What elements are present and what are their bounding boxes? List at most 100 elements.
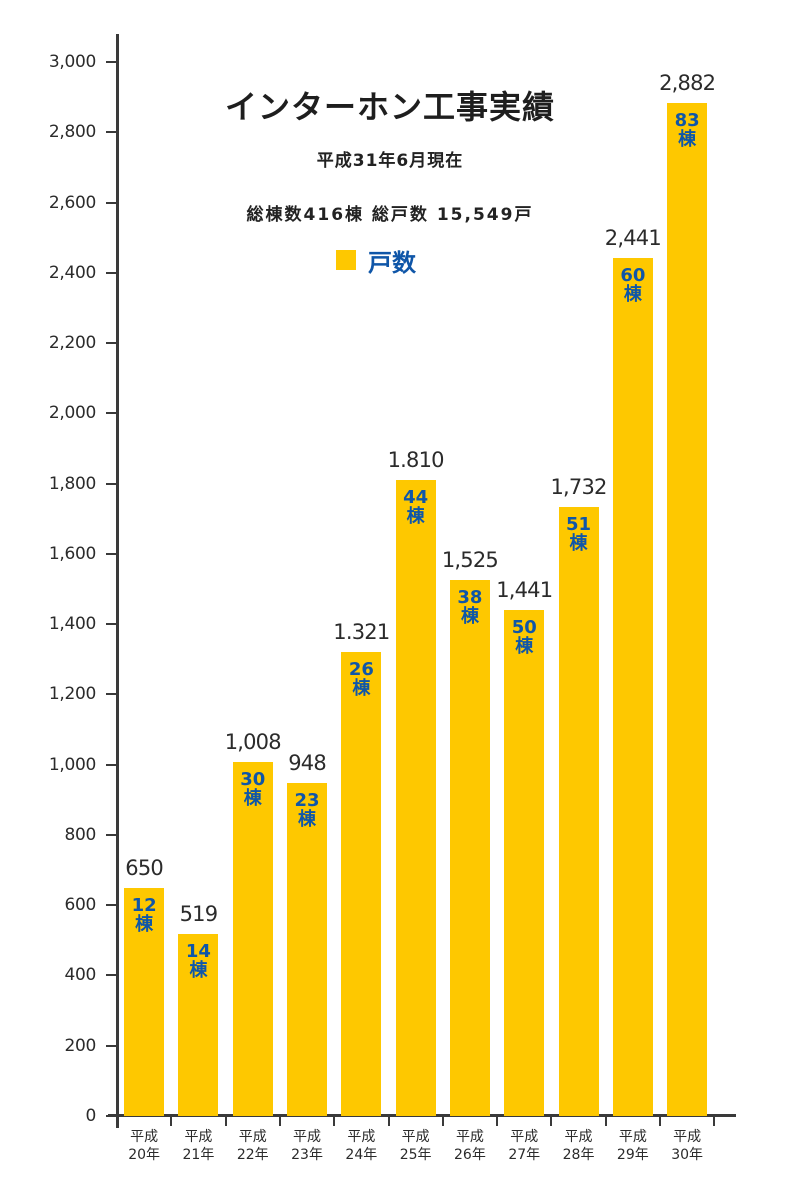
x-tick-mark	[170, 1116, 173, 1126]
bar	[612, 258, 653, 1116]
bar	[178, 933, 219, 1116]
chart-totals: 総棟数416棟 総戸数 15,549戸	[246, 205, 534, 225]
y-tick-mark	[106, 693, 116, 696]
x-label-year: 25年	[399, 1147, 432, 1163]
bar-value-label: 1,525	[441, 548, 499, 573]
x-tick-label: 平成 20年	[116, 1128, 172, 1164]
x-tick-mark	[278, 1116, 281, 1126]
x-label-year: 30年	[671, 1147, 704, 1163]
y-tick-label: 2,400	[48, 262, 96, 283]
bar-value-label: 2,882	[659, 71, 716, 96]
x-label-year: 24年	[345, 1147, 378, 1163]
bar-building-suffix: 棟	[623, 284, 642, 306]
x-tick-mark	[604, 1116, 607, 1126]
bar	[395, 480, 436, 1116]
x-tick-label: 平成 22年	[225, 1128, 281, 1164]
y-tick-mark	[106, 833, 116, 836]
bar-building-suffix: 棟	[243, 787, 262, 809]
y-tick-mark	[106, 1044, 116, 1047]
chart-title: インターホン工事実績	[224, 88, 555, 126]
bar-building-suffix: 棟	[189, 959, 208, 981]
bar-building-count: 12	[131, 894, 157, 916]
x-label-era: 平成	[401, 1129, 430, 1145]
y-tick-mark	[106, 61, 116, 63]
y-tick-mark	[106, 271, 116, 274]
x-tick-mark	[116, 1116, 118, 1126]
y-tick-mark	[106, 342, 116, 345]
x-label-year: 21年	[182, 1147, 215, 1163]
bar-building-count: 14	[185, 940, 211, 962]
y-tick-mark	[106, 623, 116, 626]
x-tick-mark	[441, 1116, 444, 1126]
y-tick-mark	[106, 763, 116, 766]
bar-building-count: 23	[294, 789, 320, 811]
y-tick-mark	[106, 974, 116, 977]
bar-building-count: 51	[566, 514, 592, 536]
x-tick-label: 平成 29年	[605, 1128, 661, 1164]
x-tick-mark	[224, 1116, 227, 1126]
x-tick-mark	[333, 1116, 336, 1126]
x-label-era: 平成	[618, 1129, 647, 1145]
bar-building-suffix: 棟	[352, 677, 371, 699]
x-label-era: 平成	[455, 1129, 484, 1145]
x-tick-mark	[550, 1116, 553, 1126]
x-label-year: 23年	[291, 1147, 323, 1163]
x-tick-label: 平成 27年	[496, 1128, 552, 1164]
bar-value-label: 1,441	[496, 577, 553, 602]
x-label-era: 平成	[510, 1129, 539, 1145]
x-label-era: 平成	[130, 1129, 159, 1145]
bar	[449, 580, 490, 1116]
y-tick-label: 400	[64, 965, 96, 986]
y-tick-label: 3,000	[48, 52, 96, 72]
y-tick-mark	[106, 552, 116, 555]
bar	[667, 103, 708, 1116]
x-label-era: 平成	[347, 1129, 376, 1145]
bar	[504, 609, 545, 1116]
bar-building-count: 26	[348, 658, 374, 680]
y-tick-mark	[106, 201, 116, 204]
x-tick-mark	[496, 1116, 499, 1126]
bar-value-label: 650	[125, 855, 163, 880]
y-tick-mark	[106, 412, 116, 415]
bar-building-suffix: 棟	[678, 129, 697, 151]
y-tick-label: 2,800	[48, 122, 96, 143]
legend: 戸数	[336, 246, 416, 277]
y-tick-label: 1,400	[48, 614, 96, 635]
x-label-year: 26年	[454, 1147, 486, 1163]
bar-building-count: 30	[240, 768, 266, 790]
x-tick-mark	[713, 1116, 716, 1126]
x-tick-mark	[387, 1116, 390, 1126]
x-tick-label: 平成 28年	[551, 1128, 607, 1164]
y-tick-label: 1,200	[48, 684, 96, 705]
bar-building-suffix: 棟	[569, 533, 588, 555]
bar-value-label: 2,441	[604, 226, 662, 251]
bar-building-count: 38	[457, 587, 483, 609]
x-tick-label: 平成 24年	[333, 1128, 389, 1164]
bar	[232, 761, 273, 1116]
bar	[341, 651, 382, 1116]
y-tick-label: 1,000	[48, 754, 96, 775]
bar-value-label: 948	[288, 750, 326, 775]
bar-value-label: 1.321	[333, 619, 390, 644]
x-label-year: 20年	[128, 1147, 161, 1163]
x-tick-label: 平成 23年	[279, 1128, 335, 1164]
y-tick-mark	[106, 904, 116, 907]
bar-building-count: 44	[403, 487, 429, 509]
x-tick-label: 平成 21年	[170, 1128, 226, 1164]
y-tick-label: 600	[64, 895, 96, 916]
y-tick-mark	[106, 482, 116, 485]
x-label-year: 29年	[616, 1147, 649, 1163]
x-label-era: 平成	[564, 1129, 593, 1145]
x-label-year: 28年	[562, 1147, 595, 1163]
x-tick-label: 平成 26年	[442, 1128, 498, 1164]
y-tick-label: 800	[64, 824, 96, 845]
bar	[124, 887, 165, 1116]
bar-building-count: 83	[674, 110, 700, 132]
x-label-era: 平成	[184, 1129, 213, 1145]
y-tick-label: 1,600	[48, 543, 96, 564]
y-axis	[116, 34, 119, 1128]
y-tick-label: 2,000	[48, 403, 96, 424]
y-tick-label: 2,200	[48, 333, 96, 354]
y-tick-label: 1,800	[48, 473, 96, 494]
